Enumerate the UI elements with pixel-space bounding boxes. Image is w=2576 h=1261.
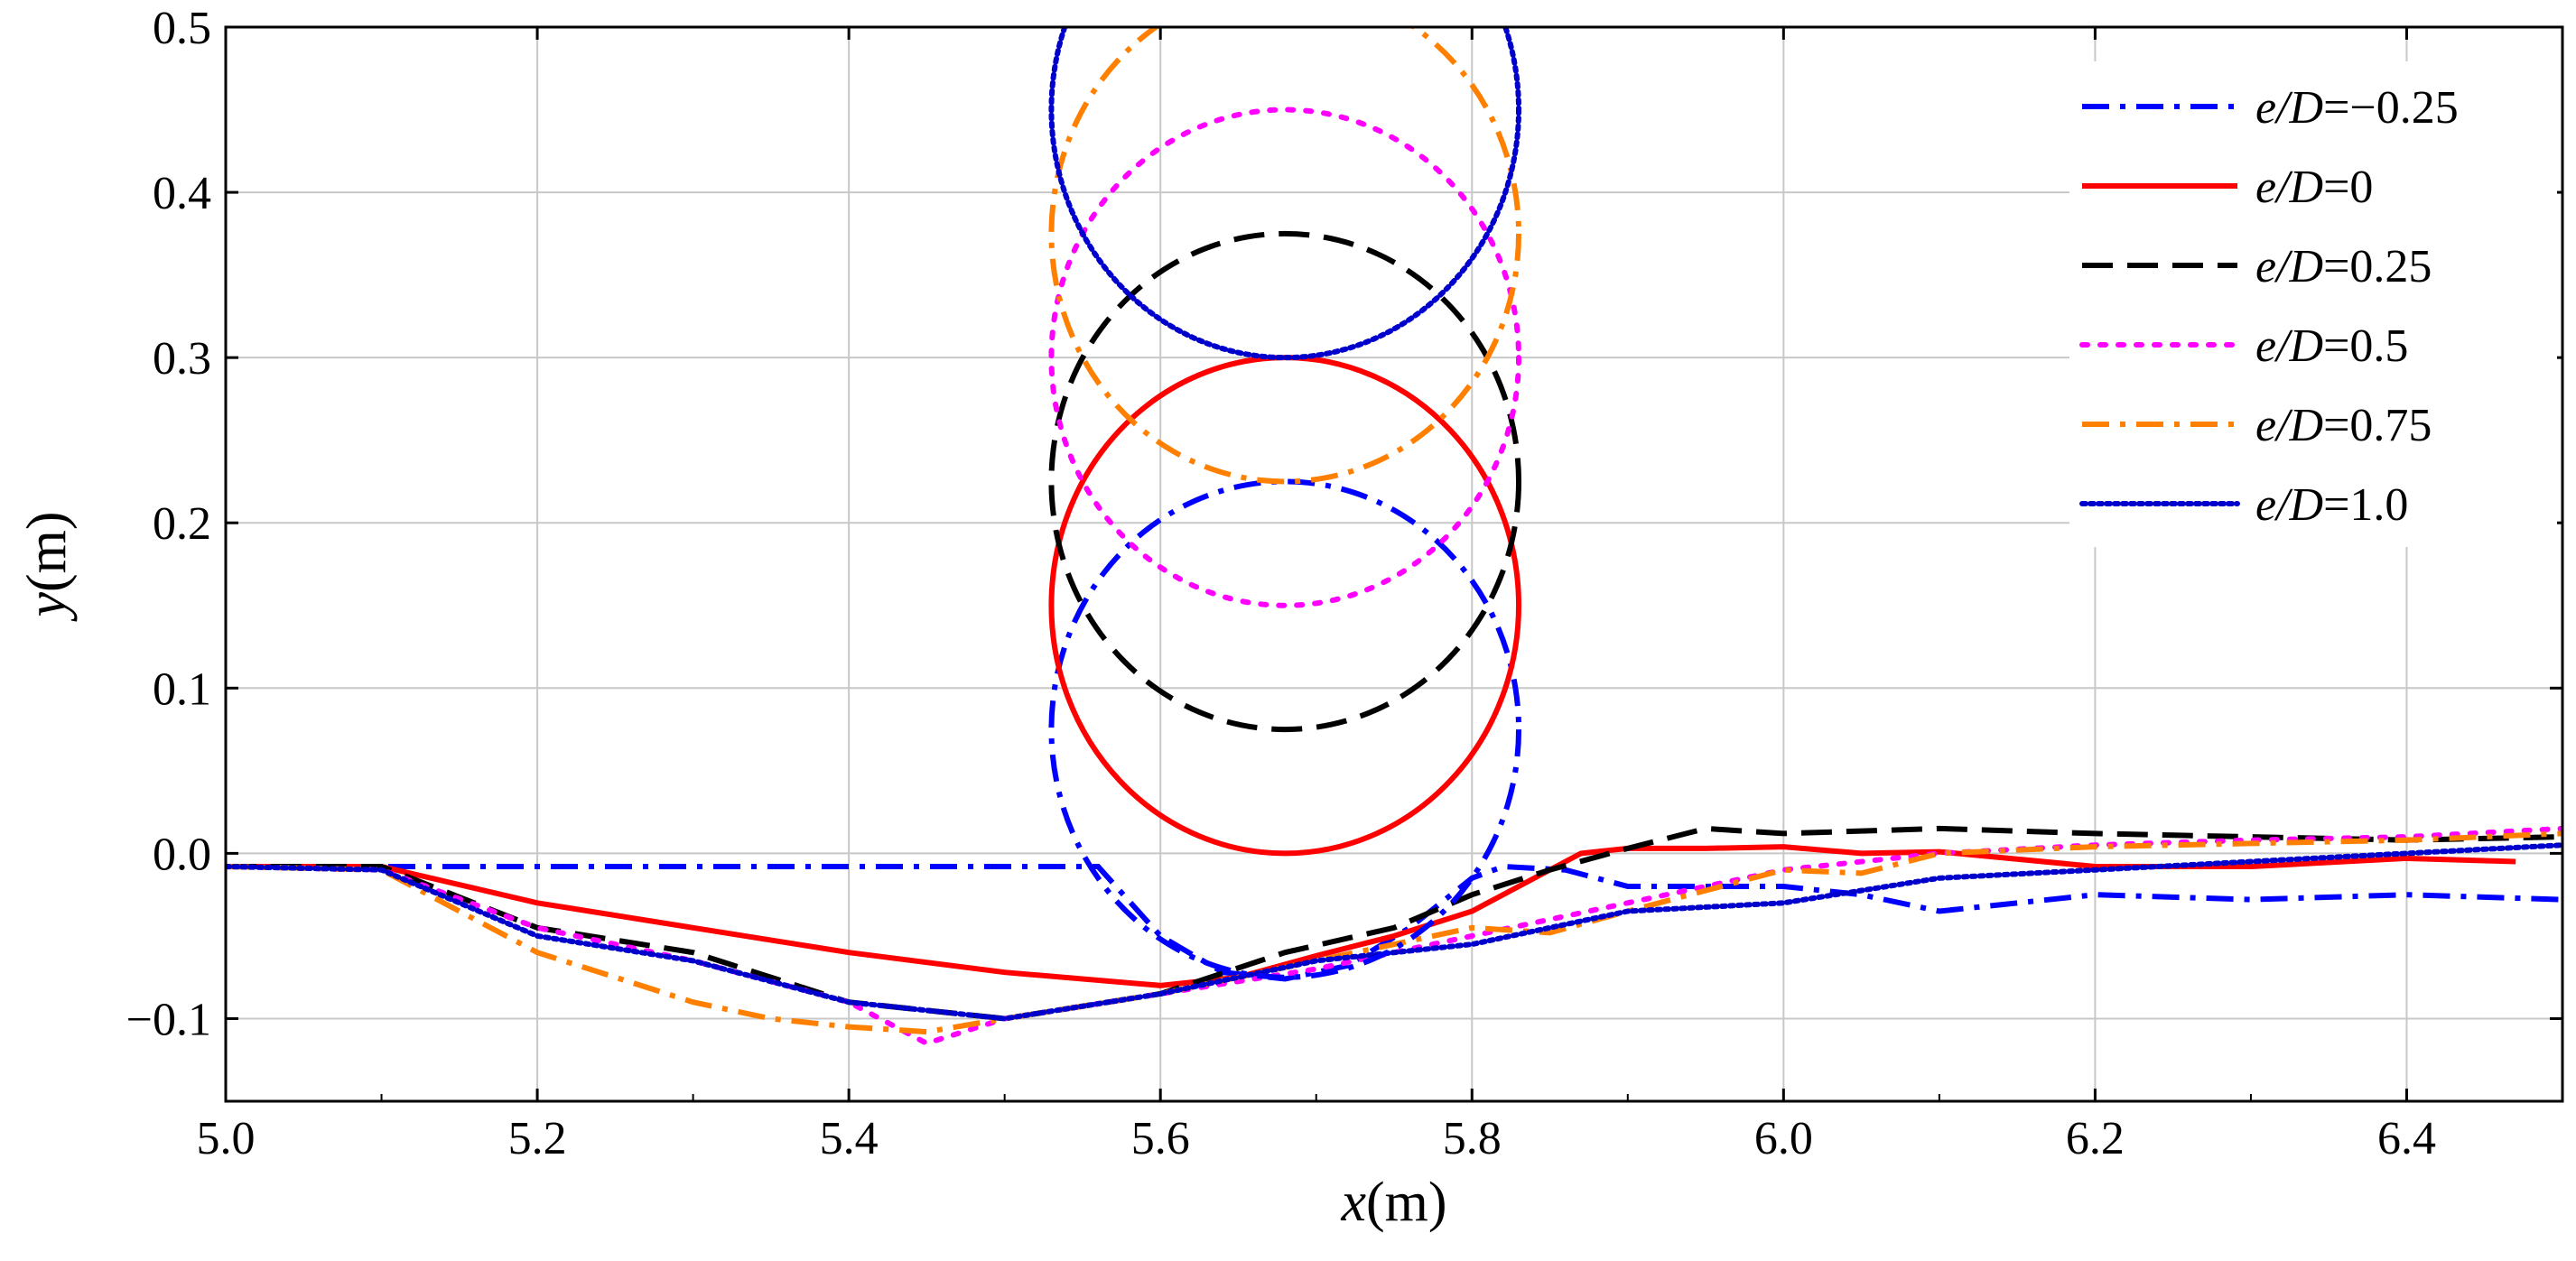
series-line: [226, 863, 2562, 982]
y-tick-label: 0.5: [153, 3, 211, 54]
series-line: [226, 825, 2562, 1022]
legend-label-italic: e/D: [2255, 241, 2323, 292]
series-line: [226, 830, 2562, 1035]
x-axis-title: x(m): [1340, 1172, 1446, 1233]
pipe-circle: [1048, 27, 1521, 485]
y-tick-label: 0.4: [153, 168, 211, 219]
legend-label-italic: e/D: [2255, 162, 2323, 213]
legend-label-italic: e/D: [2255, 400, 2323, 451]
legend-label-value: =1.0: [2323, 479, 2408, 531]
x-axis-var: x: [1340, 1172, 1366, 1233]
x-tick-label: 5.6: [1131, 1113, 1190, 1164]
y-tick-label: 0.2: [153, 498, 211, 550]
series-line: [226, 842, 2562, 1022]
legend-label-value: =0.25: [2323, 241, 2432, 292]
x-tick-label: 5.8: [1443, 1113, 1502, 1164]
axis-ticks: 5.0 5.2 5.4 5.6 5.8 6.0 6.2 6.4 −0.1 0.0 0.1 0.2 0.3…: [126, 3, 2562, 1164]
legend: e/D=−0.25e/D=0e/D=0.25e/D=0.5e/D=0.75e/D…: [2069, 61, 2557, 547]
pipe-circle: [1048, 27, 1521, 361]
axis-titles: x(m) y(m): [16, 511, 1447, 1233]
y-axis-title: y(m): [16, 511, 78, 622]
x-tick-label: 6.2: [2066, 1113, 2125, 1164]
x-tick-label: 5.0: [197, 1113, 256, 1164]
legend-label-italic: e/D: [2255, 479, 2323, 531]
legend-label-value: =0.5: [2323, 320, 2408, 372]
legend-label-italic: e/D: [2255, 320, 2323, 372]
x-tick-label: 6.0: [1754, 1113, 1813, 1164]
series-layer: [226, 825, 2562, 1047]
legend-label: e/D=0: [2255, 162, 2373, 213]
y-axis-var: y: [16, 592, 78, 623]
legend-label: e/D=0.25: [2255, 241, 2432, 292]
y-tick-label: 0.1: [153, 663, 211, 715]
pipe-circle: [1048, 478, 1522, 980]
x-tick-label: 6.4: [2377, 1113, 2436, 1164]
pipe-circle: [1048, 107, 1522, 608]
legend-label-value: =0: [2323, 162, 2373, 213]
x-tick-label: 5.2: [508, 1113, 567, 1164]
x-axis-unit: (m): [1366, 1172, 1447, 1233]
legend-label-value: =−0.25: [2323, 82, 2459, 134]
legend-label: e/D=−0.25: [2255, 82, 2459, 134]
y-axis-unit: (m): [16, 511, 78, 592]
plot-frame: [224, 25, 2564, 1103]
legend-label-value: =0.75: [2323, 400, 2432, 451]
legend-background: [2069, 61, 2557, 547]
pipe-outlines: [1048, 27, 1522, 980]
x-tick-label: 5.4: [820, 1113, 879, 1164]
y-tick-label: 0.0: [153, 829, 211, 880]
legend-label: e/D=1.0: [2255, 479, 2408, 531]
legend-label-italic: e/D: [2255, 82, 2323, 134]
pipe-circle: [1048, 230, 1522, 733]
y-tick-label: 0.3: [153, 333, 211, 385]
series-line: [226, 844, 2516, 988]
legend-label: e/D=0.5: [2255, 320, 2408, 372]
legend-label: e/D=0.75: [2255, 400, 2432, 451]
y-tick-label: −0.1: [126, 994, 211, 1045]
